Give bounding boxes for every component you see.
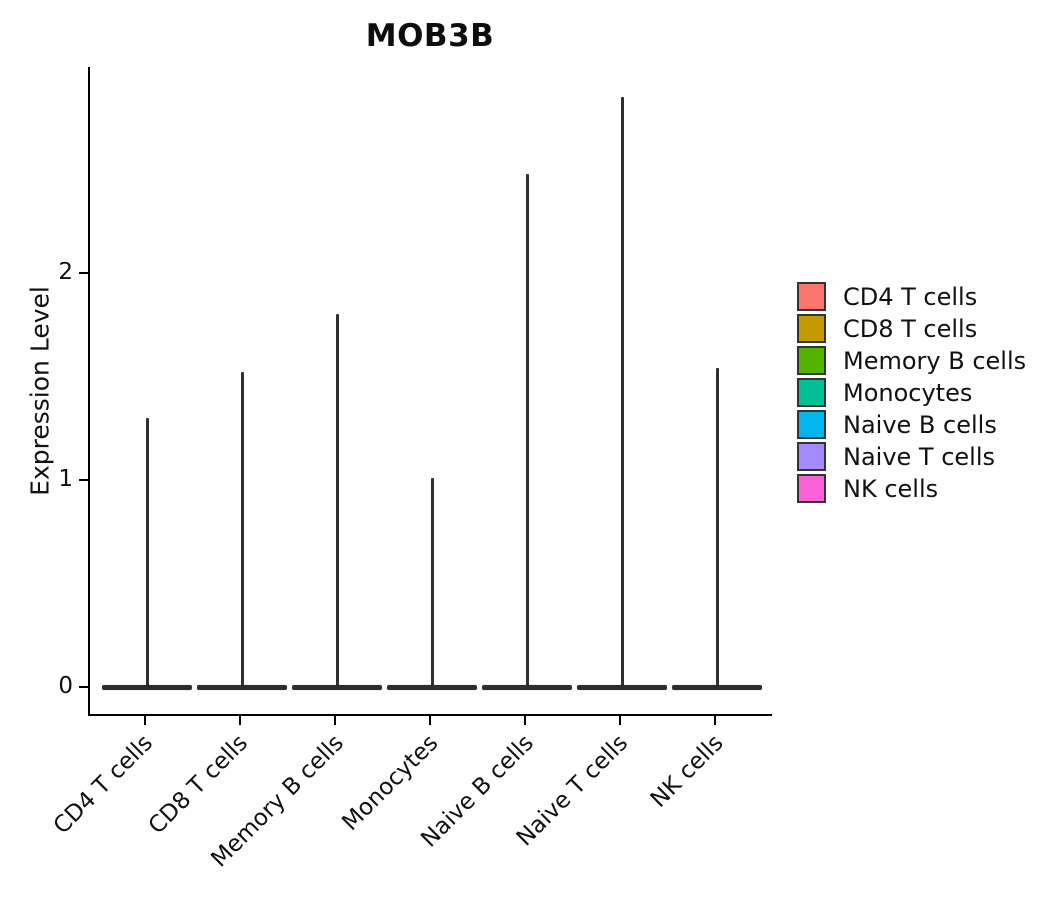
legend-item-nk-cells: NK cells bbox=[797, 474, 1026, 503]
legend-swatch bbox=[797, 442, 826, 471]
violin-base-memory-b-cells bbox=[292, 685, 382, 690]
violin-spike-cd8-t-cells bbox=[240, 372, 244, 687]
y-tick-label-1: 1 bbox=[58, 466, 73, 492]
legend-label: CD8 T cells bbox=[843, 314, 978, 343]
legend-swatch bbox=[797, 410, 826, 439]
x-tick-mark bbox=[524, 716, 526, 725]
violin-spike-monocytes bbox=[430, 478, 434, 687]
y-tick-mark-1 bbox=[79, 479, 88, 481]
legend-item-memory-b-cells: Memory B cells bbox=[797, 346, 1026, 375]
legend-label: Naive T cells bbox=[843, 442, 996, 471]
legend: CD4 T cells CD8 T cells Memory B cells Mono… bbox=[797, 282, 1026, 506]
violin-base-nk-cells bbox=[672, 685, 762, 690]
y-tick-label-2: 2 bbox=[58, 259, 73, 285]
violin-base-monocytes bbox=[387, 685, 477, 690]
violin-spike-cd4-t-cells bbox=[145, 418, 149, 687]
y-axis-label-text: Expression Level bbox=[25, 286, 55, 496]
legend-item-cd8-t-cells: CD8 T cells bbox=[797, 314, 1026, 343]
violin-base-cd8-t-cells bbox=[197, 685, 287, 690]
legend-label: Monocytes bbox=[843, 378, 973, 407]
x-tick-mark bbox=[239, 716, 241, 725]
legend-item-naive-t-cells: Naive T cells bbox=[797, 442, 1026, 471]
x-tick-mark bbox=[334, 716, 336, 725]
legend-label: Naive B cells bbox=[843, 410, 997, 439]
x-tick-mark bbox=[144, 716, 146, 725]
violin-base-naive-t-cells bbox=[577, 685, 667, 690]
violin-base-cd4-t-cells bbox=[102, 685, 192, 690]
violin-base-naive-b-cells bbox=[482, 685, 572, 690]
legend-item-cd4-t-cells: CD4 T cells bbox=[797, 282, 1026, 311]
legend-label: NK cells bbox=[843, 474, 939, 503]
x-tick-label-text: NK cells bbox=[645, 730, 729, 813]
plot-panel bbox=[88, 67, 772, 716]
x-tick-mark bbox=[619, 716, 621, 725]
x-tick-label-text: CD4 T cells bbox=[49, 730, 159, 840]
y-tick-mark-2 bbox=[79, 272, 88, 274]
legend-swatch bbox=[797, 346, 826, 375]
legend-swatch bbox=[797, 282, 826, 311]
y-tick-mark-0 bbox=[79, 686, 88, 688]
violin-spike-naive-t-cells bbox=[620, 97, 624, 687]
legend-swatch bbox=[797, 378, 826, 407]
legend-item-naive-b-cells: Naive B cells bbox=[797, 410, 1026, 439]
legend-item-monocytes: Monocytes bbox=[797, 378, 1026, 407]
plot-title: MOB3B bbox=[365, 18, 495, 54]
x-tick-mark bbox=[714, 716, 716, 725]
legend-swatch bbox=[797, 474, 826, 503]
x-tick-mark bbox=[429, 716, 431, 725]
violin-spike-nk-cells bbox=[715, 368, 719, 687]
violin-spike-memory-b-cells bbox=[335, 314, 339, 687]
legend-label: CD4 T cells bbox=[843, 282, 978, 311]
y-tick-label-0: 0 bbox=[58, 673, 73, 699]
x-tick-label-text: Monocytes bbox=[337, 730, 444, 837]
violin-spike-naive-b-cells bbox=[525, 174, 529, 687]
legend-swatch bbox=[797, 314, 826, 343]
legend-label: Memory B cells bbox=[843, 346, 1027, 375]
